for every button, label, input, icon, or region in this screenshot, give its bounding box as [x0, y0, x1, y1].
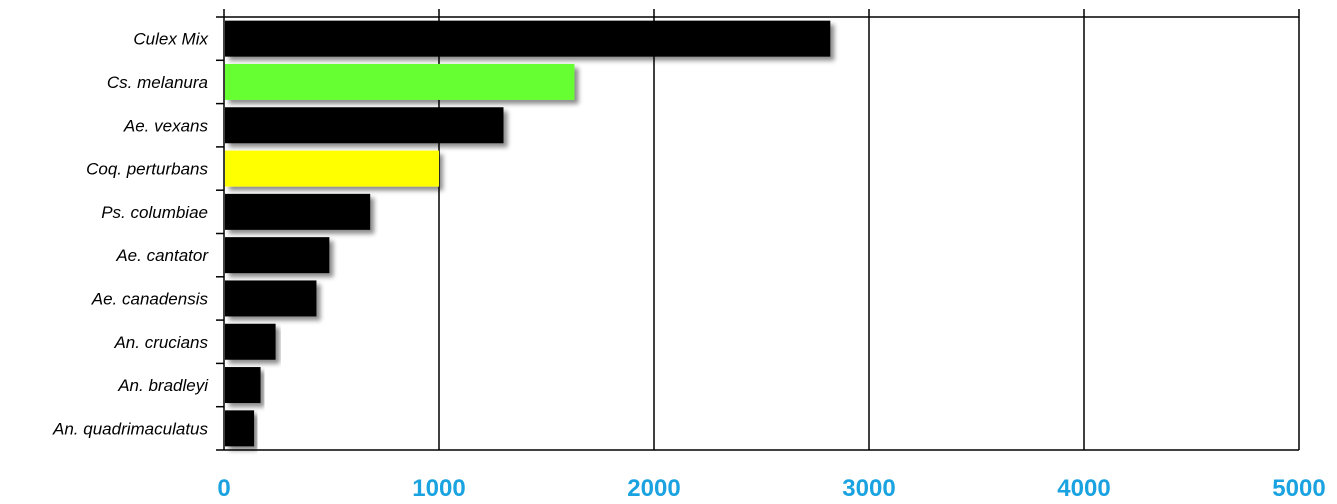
bar — [225, 63, 575, 100]
bar — [225, 367, 261, 404]
x-tick-labels: 0 1000 2000 3000 4000 5000 — [217, 475, 1325, 502]
category-label: Ae. cantator — [115, 246, 209, 265]
bar — [225, 410, 255, 447]
bars — [225, 20, 831, 447]
bar — [225, 323, 276, 360]
category-label: An. quadrimaculatus — [52, 419, 208, 438]
bar — [225, 280, 317, 317]
axes — [216, 9, 1300, 451]
category-label: An. bradleyi — [117, 376, 209, 395]
category-label: Ae. vexans — [123, 116, 209, 135]
category-label: Ps. columbiae — [101, 203, 208, 222]
x-tick-label: 0 — [217, 475, 230, 502]
bar — [225, 193, 371, 230]
grid-lines — [438, 17, 1300, 450]
category-label: An. crucians — [113, 333, 208, 352]
x-tick-label: 5000 — [1272, 475, 1325, 502]
category-label: Ae. canadensis — [91, 289, 209, 308]
category-label: Cs. melanura — [107, 73, 208, 92]
bar — [225, 107, 504, 144]
bar — [225, 237, 330, 274]
x-tick-label: 4000 — [1057, 475, 1110, 502]
category-label: Culex Mix — [133, 30, 208, 49]
bar — [225, 20, 831, 57]
category-label: Coq. perturbans — [86, 160, 208, 179]
category-labels: Culex Mix Cs. melanura Ae. vexans Coq. pert… — [52, 30, 209, 439]
x-tick-label: 2000 — [627, 475, 680, 502]
x-tick-label: 1000 — [412, 475, 465, 502]
bar — [225, 150, 439, 187]
x-tick-label: 3000 — [842, 475, 895, 502]
